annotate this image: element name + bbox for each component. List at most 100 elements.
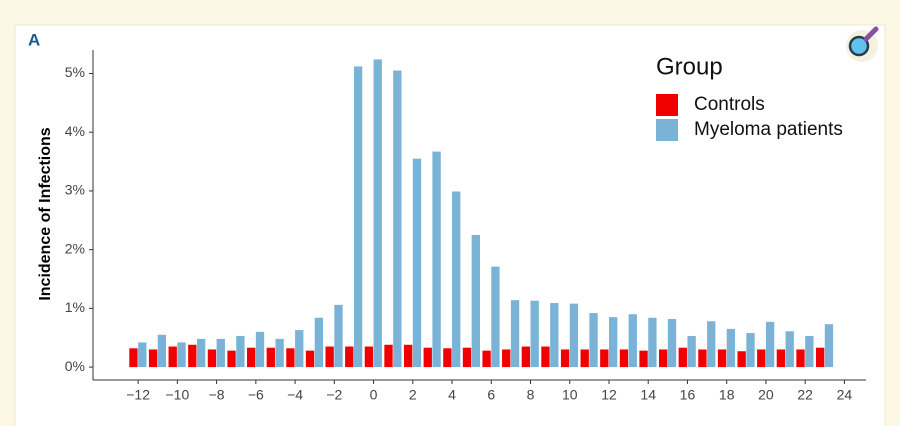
bar [384,344,393,368]
bar [353,66,363,368]
legend-label: Controls [694,94,765,115]
legend-label: Myeloma patients [694,119,843,140]
y-axis-title: Incidence of Infections [37,127,54,300]
bar [550,303,559,368]
bar [305,350,315,368]
x-tick-label: −12 [126,387,150,403]
y-tick-label: 0% [65,358,85,374]
bar [796,349,805,368]
bar [196,338,206,368]
bar [314,317,324,368]
bar [207,349,217,368]
bar [129,348,138,368]
bar [757,349,766,368]
bar [717,349,727,368]
bar [805,335,814,368]
bar [600,349,609,368]
bar [687,335,696,368]
bar [628,314,637,368]
bar [462,347,472,368]
x-tick-label: 2 [409,387,417,403]
x-tick-label: 8 [527,387,535,403]
y-tick-label: 1% [65,299,85,315]
bar [608,317,618,368]
icon-handle [863,26,879,42]
x-tick-label: 0 [370,387,378,403]
x-tick-label: 14 [640,387,656,403]
bar [334,304,343,368]
bar [491,266,500,368]
x-tick-label: 10 [562,387,578,403]
bar [471,234,480,368]
bar [403,344,413,368]
y-tick-label: 2% [65,240,85,256]
bar [452,191,461,368]
bar [530,300,539,368]
panel-label: A [28,30,40,49]
zoom-icon[interactable] [846,26,879,62]
y-tick-label: 4% [65,123,85,139]
bar [412,158,422,368]
legend-title: Group [656,53,723,80]
bar [295,330,304,368]
x-tick-label: 22 [797,387,813,403]
bar [560,349,570,368]
bar [815,347,825,368]
x-tick-label: 6 [487,387,495,403]
bar [502,349,511,368]
bar [443,348,452,368]
bar [776,349,786,368]
bar [737,351,746,368]
x-tick-label: −4 [287,387,303,403]
bar [580,349,589,368]
bar [648,317,657,368]
bar [639,350,648,368]
x-tick-label: −10 [165,387,189,403]
x-tick-label: 24 [837,387,853,403]
x-tick-label: 12 [601,387,617,403]
bar [266,347,275,368]
bar [510,300,520,368]
bar [157,334,167,368]
x-tick-label: 18 [719,387,735,403]
bar [824,324,834,368]
bar [678,347,687,368]
bar [659,349,668,368]
bar [698,349,707,368]
bar [227,350,236,368]
bar [188,344,197,368]
x-tick-label: −2 [326,387,342,403]
bar [589,313,598,368]
bar [286,348,295,368]
bar [707,321,716,368]
bar [255,331,265,368]
legend-swatch [656,94,678,116]
bar [247,347,256,368]
bar [746,333,755,368]
bar [216,338,225,368]
bar [393,70,402,368]
bar [432,151,441,368]
bar [482,350,491,368]
y-tick-label: 5% [65,64,85,80]
bar [168,346,177,368]
bar [726,328,736,368]
bar [364,346,374,368]
x-tick-label: 4 [448,387,456,403]
x-tick-label: −8 [209,387,225,403]
x-tick-label: 20 [758,387,774,403]
bar [236,335,245,368]
bar [569,303,579,368]
bar [521,346,531,368]
legend-swatch [656,119,678,141]
bar [373,59,382,368]
bar [619,349,629,368]
bar [138,342,147,368]
bar [345,346,354,368]
bar [325,346,334,368]
bar [275,338,284,368]
x-tick-label: 16 [680,387,696,403]
bar [177,342,186,368]
